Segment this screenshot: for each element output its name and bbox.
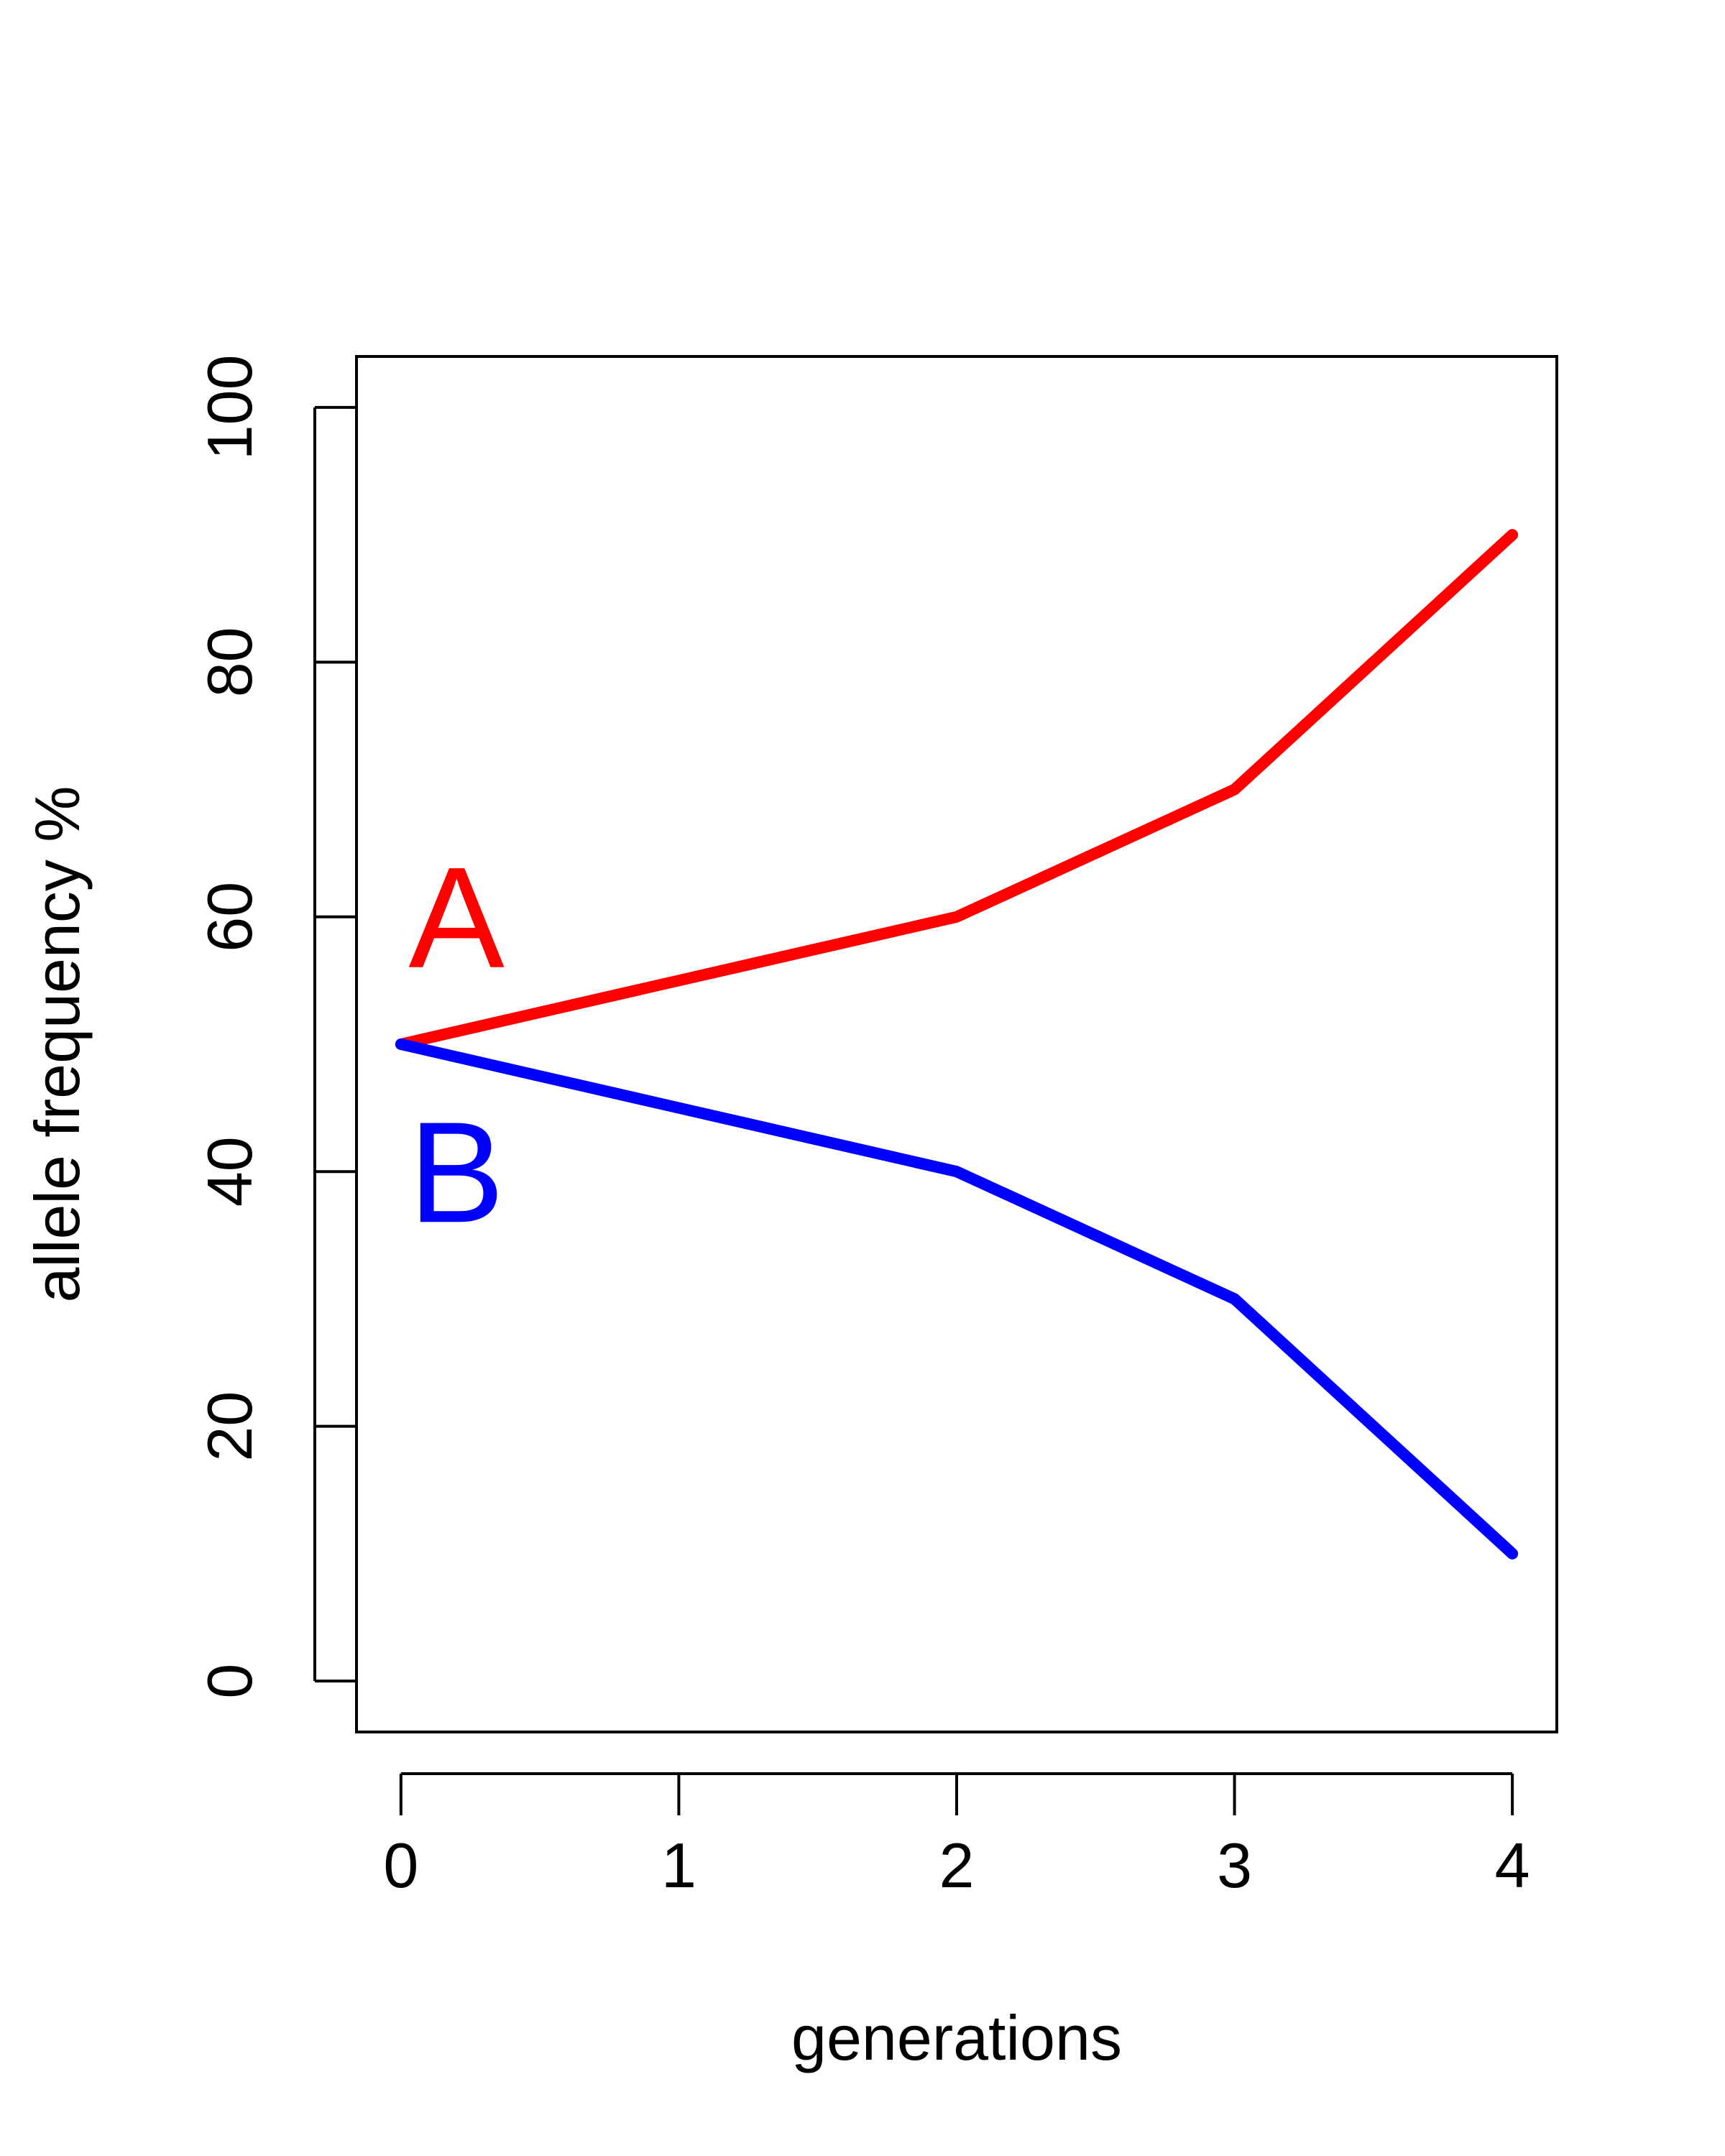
x-tick-label: 4 (1495, 1830, 1530, 1901)
y-tick-label: 0 (194, 1664, 265, 1699)
y-tick-label: 40 (194, 1136, 265, 1207)
x-axis: 0 1 2 3 4 (383, 1772, 1530, 1901)
series-line-b (395, 1038, 1519, 1560)
x-tick-label: 3 (1217, 1830, 1252, 1901)
series-labels: AB (408, 838, 505, 1253)
series-label-b: B (408, 1092, 504, 1253)
y-axis-title: allele frequency % (22, 786, 93, 1302)
y-tick-label: 60 (194, 882, 265, 952)
x-tick-label: 2 (939, 1830, 975, 1901)
series-line-a (395, 529, 1519, 1050)
y-axis: 0 20 40 60 80 100 (194, 354, 356, 1699)
plot-frame (355, 355, 1558, 1733)
x-axis-title: generations (791, 2002, 1122, 2073)
series-label-a: A (408, 838, 505, 998)
x-tick-label: 1 (661, 1830, 696, 1901)
y-tick-label: 100 (194, 354, 265, 460)
y-tick-label: 80 (194, 627, 265, 697)
x-tick-label: 0 (383, 1830, 418, 1901)
series-layer (395, 529, 1519, 1560)
y-tick-label: 20 (194, 1391, 265, 1462)
